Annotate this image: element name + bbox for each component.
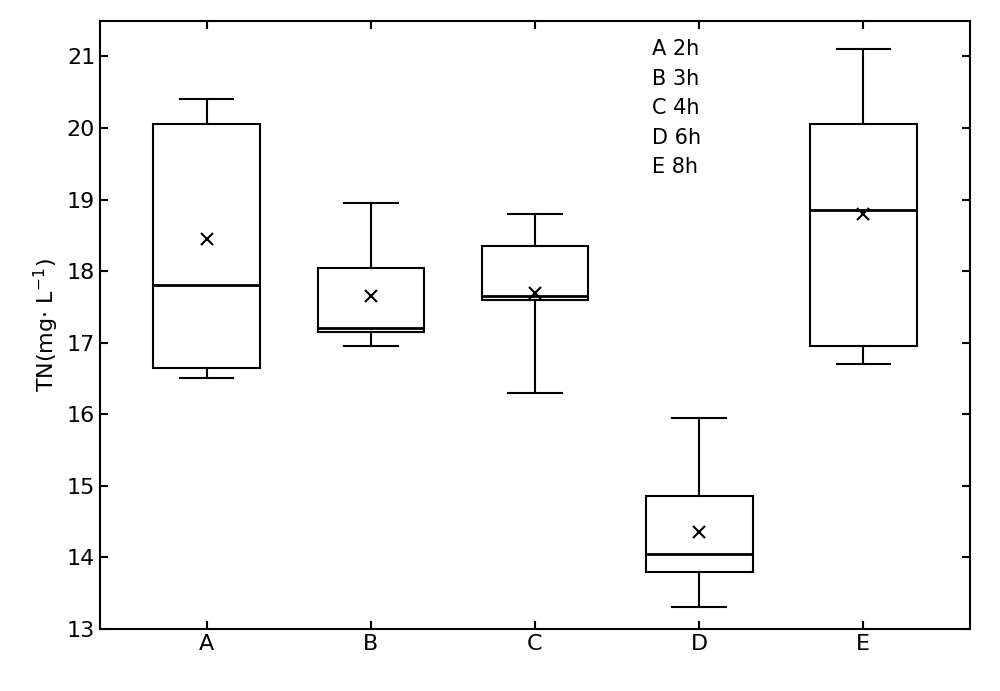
Text: A 2h
B 3h
C 4h
D 6h
E 8h: A 2h B 3h C 4h D 6h E 8h (652, 39, 702, 178)
PathPatch shape (153, 124, 260, 368)
PathPatch shape (318, 267, 424, 332)
Y-axis label: TN(mg· L$^{-1}$): TN(mg· L$^{-1}$) (32, 258, 61, 392)
PathPatch shape (646, 496, 753, 571)
PathPatch shape (810, 124, 917, 346)
PathPatch shape (482, 246, 588, 300)
